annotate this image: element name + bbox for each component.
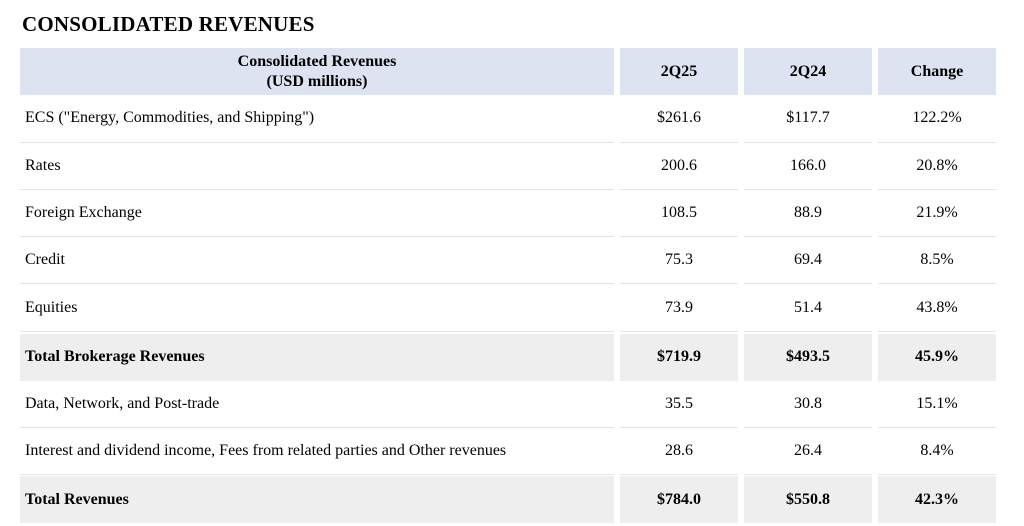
row-label: Equities [20,284,614,332]
row-value-change: 20.8% [878,143,996,190]
row-label-total-brokerage: Total Brokerage Revenues [20,333,614,381]
row-value-2q25: $784.0 [620,476,738,524]
revenues-table: Consolidated Revenues (USD millions) 2Q2… [20,48,997,332]
row-value-2q24: 26.4 [744,428,872,476]
header-2q24: 2Q24 [744,48,872,96]
row-value-2q25: $719.9 [620,333,738,381]
row-value-2q24: 69.4 [744,237,872,285]
row-value-2q24: 88.9 [744,190,872,238]
row-value-2q25: 73.9 [620,284,738,332]
row-value-2q25: 75.3 [620,237,738,285]
row-value-change: 15.1% [878,381,996,429]
row-value-2q25: 35.5 [620,381,738,429]
row-label: Rates [20,143,614,190]
row-value-2q25: $261.6 [620,95,738,143]
row-value-2q24: $117.7 [744,95,872,143]
row-value-2q24: 166.0 [744,143,872,190]
row-value-change: 43.8% [878,284,996,332]
row-label: ECS ("Energy, Commodities, and Shipping"… [20,95,614,143]
row-value-2q25: 200.6 [620,143,738,190]
header-2q25: 2Q25 [620,48,738,96]
row-value-2q25: 108.5 [620,190,738,238]
total-revenues-row: Total Revenues $784.0 $550.8 42.3% [20,476,997,524]
row-value-change: 122.2% [878,95,996,143]
total-brokerage-row: Total Brokerage Revenues $719.9 $493.5 4… [20,333,997,381]
page-title: CONSOLIDATED REVENUES [22,12,315,36]
other-revenues-rows: Data, Network, and Post-trade 35.5 30.8 … [20,381,997,476]
row-value-change: 45.9% [878,333,996,381]
row-value-2q24: $493.5 [744,333,872,381]
row-value-change: 8.5% [878,237,996,285]
row-value-2q24: 30.8 [744,381,872,429]
header-change: Change [878,48,996,96]
row-value-2q25: 28.6 [620,428,738,476]
row-label: Data, Network, and Post-trade [20,381,614,429]
header-label-line2: (USD millions) [266,72,368,90]
header-label-cell: Consolidated Revenues (USD millions) [20,48,614,96]
row-label-total-revenues: Total Revenues [20,476,614,524]
header-label-line1: Consolidated Revenues [237,52,397,70]
row-label: Foreign Exchange [20,190,614,238]
row-value-change: 8.4% [878,428,996,476]
row-value-2q24: $550.8 [744,476,872,524]
row-label: Interest and dividend income, Fees from … [20,428,614,476]
row-label: Credit [20,237,614,285]
row-value-change: 21.9% [878,190,996,238]
row-value-2q24: 51.4 [744,284,872,332]
row-value-change: 42.3% [878,476,996,524]
